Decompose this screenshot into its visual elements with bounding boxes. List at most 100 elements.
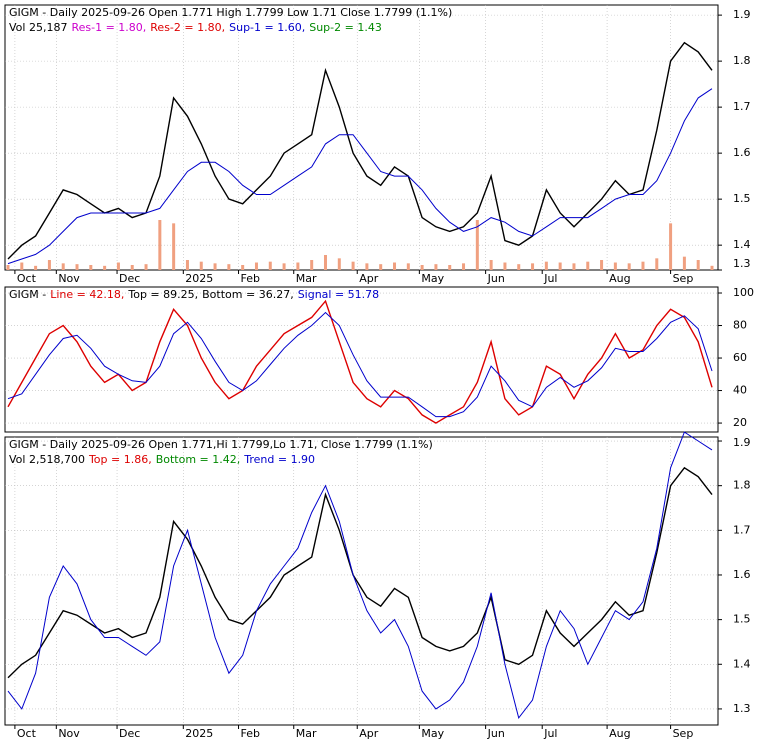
panel-frame: [4, 4, 719, 271]
panel-title: GIGM - Daily 2025-09-26 Open 1.771,Hi 1.…: [9, 438, 433, 451]
x-tick-label: Sep: [673, 272, 694, 285]
info-item: Bottom = 1.42,: [156, 453, 241, 466]
y-tick-label: 1.8: [733, 479, 751, 492]
info-item: Sup-2 = 1.43: [309, 21, 382, 34]
panel-info: Vol 2,518,700 Top = 1.86, Bottom = 1.42, Tr…: [9, 453, 315, 466]
volume-bar: [600, 260, 604, 270]
volume-bar: [696, 260, 700, 270]
volume-bar: [558, 262, 562, 270]
y-tick-label: 1.3: [733, 257, 751, 270]
volume-bar: [641, 261, 645, 270]
x-tick-label: Mar: [296, 727, 317, 740]
y-tick-label: 20: [733, 416, 747, 429]
volume-bar: [61, 263, 65, 270]
info-item: Signal = 51.78: [298, 288, 380, 301]
volume-bar: [227, 264, 231, 270]
info-item: Vol 25,187: [9, 21, 67, 34]
volume-bar: [420, 265, 424, 270]
volume-bar: [544, 261, 548, 270]
volume-bar: [365, 263, 369, 270]
x-tick-label: 2025: [185, 727, 213, 740]
x-tick-label: Nov: [58, 272, 80, 285]
volume-bar: [296, 262, 300, 270]
info-item: Bottom = 36.27,: [202, 288, 294, 301]
y-tick-label: 1.6: [733, 568, 751, 581]
y-tick-label: 1.5: [733, 192, 751, 205]
x-tick-label: Jul: [543, 727, 557, 740]
x-tick-label: Apr: [359, 272, 379, 285]
series-line: [7, 299, 713, 424]
volume-bar: [669, 223, 673, 270]
y-tick-label: 1.7: [733, 523, 751, 536]
volume-bar: [144, 264, 148, 270]
volume-bar: [393, 262, 397, 270]
volume-bar: [572, 263, 576, 270]
volume-bar: [627, 263, 631, 270]
info-item: Res-1 = 1.80,: [71, 21, 146, 34]
y-tick-label: 60: [733, 351, 747, 364]
x-tick-label: Nov: [58, 727, 80, 740]
panel-title: GIGM - Daily 2025-09-26 Open 1.771 High …: [9, 6, 452, 19]
x-tick-label: Aug: [609, 272, 630, 285]
series-line: [7, 311, 713, 418]
volume-bar: [241, 265, 245, 270]
x-tick-label: 2025: [185, 272, 213, 285]
volume-bar: [185, 260, 189, 270]
x-tick-label: Dec: [119, 727, 140, 740]
volume-bar: [213, 263, 217, 270]
volume-bar: [20, 262, 24, 270]
volume-bar: [503, 262, 507, 270]
volume-bar: [89, 265, 93, 270]
x-tick-label: May: [421, 727, 444, 740]
x-tick-label: Dec: [119, 272, 140, 285]
x-tick-label: Aug: [609, 727, 630, 740]
volume-bar: [47, 260, 51, 270]
y-tick-label: 1.7: [733, 100, 751, 113]
x-tick-label: Apr: [359, 727, 379, 740]
volume-bar: [613, 262, 617, 270]
volume-bar: [682, 256, 686, 270]
volume-bar: [434, 264, 438, 270]
volume-bar: [282, 263, 286, 270]
x-tick-label: Jul: [543, 272, 557, 285]
volume-bar: [586, 261, 590, 270]
volume-bar: [172, 223, 176, 270]
y-tick-label: 1.5: [733, 613, 751, 626]
y-tick-label: 1.8: [733, 54, 751, 67]
volume-bar: [310, 260, 314, 270]
volume-bar: [254, 262, 258, 270]
info-item: Res-2 = 1.80,: [150, 21, 225, 34]
y-tick-label: 1.4: [733, 657, 751, 670]
y-tick-label: 1.4: [733, 238, 751, 251]
volume-bar: [116, 262, 120, 270]
y-tick-label: 40: [733, 384, 747, 397]
x-tick-label: May: [421, 272, 444, 285]
volume-bar: [448, 265, 452, 270]
y-tick-label: 80: [733, 319, 747, 332]
x-tick-label: Feb: [241, 727, 260, 740]
panel-frame: [4, 436, 719, 726]
series-line: [7, 88, 713, 265]
y-tick-label: 100: [733, 286, 754, 299]
volume-bar: [475, 220, 479, 270]
volume-bar: [103, 265, 107, 270]
volume-bar: [517, 264, 521, 270]
panel-frame: [4, 286, 719, 433]
volume-bar: [323, 255, 327, 270]
series-line: [7, 466, 713, 679]
y-tick-label: 1.3: [733, 702, 751, 715]
panel-info: GIGM - Line = 42.18, Top = 89.25, Bottom = …: [9, 288, 379, 301]
volume-bar: [531, 263, 535, 270]
volume-bar: [268, 261, 272, 270]
x-tick-label: Mar: [296, 272, 317, 285]
volume-bar: [489, 260, 493, 270]
x-tick-label: Oct: [17, 272, 37, 285]
info-item: Trend = 1.90: [243, 453, 315, 466]
y-tick-label: 1.9: [733, 436, 751, 449]
y-tick-label: 1.6: [733, 146, 751, 159]
volume-bar: [710, 265, 714, 270]
volume-bar: [130, 265, 134, 270]
volume-bar: [379, 264, 383, 270]
